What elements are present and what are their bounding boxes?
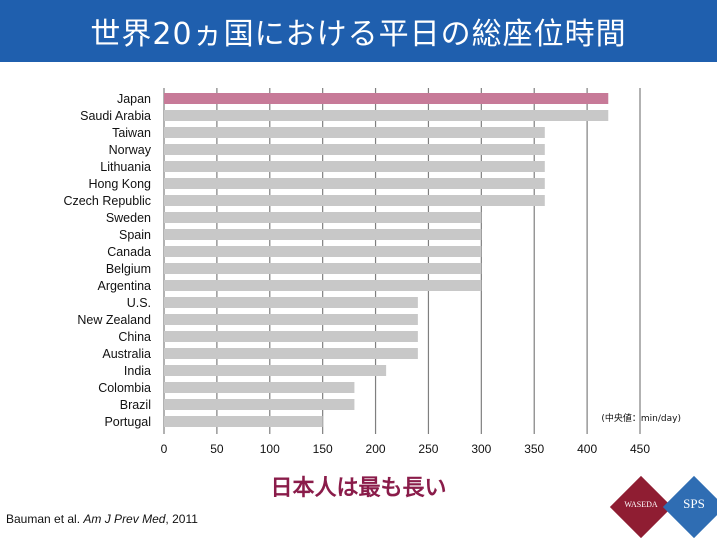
bar-japan	[164, 93, 609, 104]
bar-sweden	[164, 212, 482, 223]
x-tick-label: 400	[577, 442, 597, 456]
x-tick-label: 350	[524, 442, 544, 456]
x-tick-label: 250	[418, 442, 438, 456]
bar-india	[164, 365, 387, 376]
category-label: Saudi Arabia	[80, 109, 151, 123]
x-tick-label: 450	[630, 442, 650, 456]
category-label: India	[124, 364, 151, 378]
category-label: Spain	[119, 228, 151, 242]
title-banner: 世界20ヵ国における平日の総座位時間	[0, 0, 717, 62]
x-tick-label: 50	[210, 442, 224, 456]
category-label: Portugal	[104, 415, 151, 429]
bar-chart: Japan Saudi Arabia Taiwan Norway Lithuania Ho…	[63, 88, 681, 456]
category-label: Canada	[107, 245, 151, 259]
category-label: U.S.	[127, 296, 151, 310]
x-tick-label: 300	[471, 442, 491, 456]
citation: Bauman et al. Am J Prev Med, 2011	[6, 512, 198, 526]
bar-spain	[164, 229, 482, 240]
bar-hong-kong	[164, 178, 545, 189]
x-tick-label: 100	[260, 442, 280, 456]
page-title: 世界20ヵ国における平日の総座位時間	[90, 17, 627, 52]
bar-australia	[164, 348, 418, 359]
bar-u-s-	[164, 297, 418, 308]
bar-china	[164, 331, 418, 342]
waseda-logo-text: WASEDA	[624, 500, 658, 509]
bar-colombia	[164, 382, 355, 393]
bar-czech-republic	[164, 195, 545, 206]
category-label: Belgium	[106, 262, 151, 276]
bar-norway	[164, 144, 545, 155]
category-label: Taiwan	[112, 126, 151, 140]
bar-canada	[164, 246, 482, 257]
bar-taiwan	[164, 127, 545, 138]
citation-authors: Bauman et al.	[6, 512, 81, 526]
citation-year: , 2011	[165, 512, 198, 526]
category-label: Czech Republic	[63, 194, 151, 208]
bar-saudi-arabia	[164, 110, 609, 121]
category-label: Lithuania	[100, 160, 151, 174]
bar-brazil	[164, 399, 355, 410]
bar-portugal	[164, 416, 323, 427]
bar-lithuania	[164, 161, 545, 172]
category-label: Brazil	[120, 398, 151, 412]
bar-new-zealand	[164, 314, 418, 325]
category-label: Sweden	[106, 211, 151, 225]
category-label: Colombia	[98, 381, 151, 395]
citation-journal: Am J Prev Med	[83, 512, 166, 526]
category-label: Australia	[102, 347, 151, 361]
category-label: Argentina	[97, 279, 151, 293]
category-label: Norway	[109, 143, 152, 157]
unit-note: (中央値：min/day)	[601, 412, 681, 424]
bar-argentina	[164, 280, 482, 291]
x-tick-label: 200	[366, 442, 386, 456]
bar-belgium	[164, 263, 482, 274]
category-label: Hong Kong	[88, 177, 151, 191]
sps-logo-text: SPS	[683, 496, 705, 511]
x-tick-label: 150	[313, 442, 333, 456]
category-label: China	[118, 330, 151, 344]
category-label: Japan	[117, 92, 151, 106]
chart-subtitle: 日本人は最も長い	[270, 476, 447, 501]
category-label: New Zealand	[77, 313, 151, 327]
x-tick-label: 0	[161, 442, 168, 456]
